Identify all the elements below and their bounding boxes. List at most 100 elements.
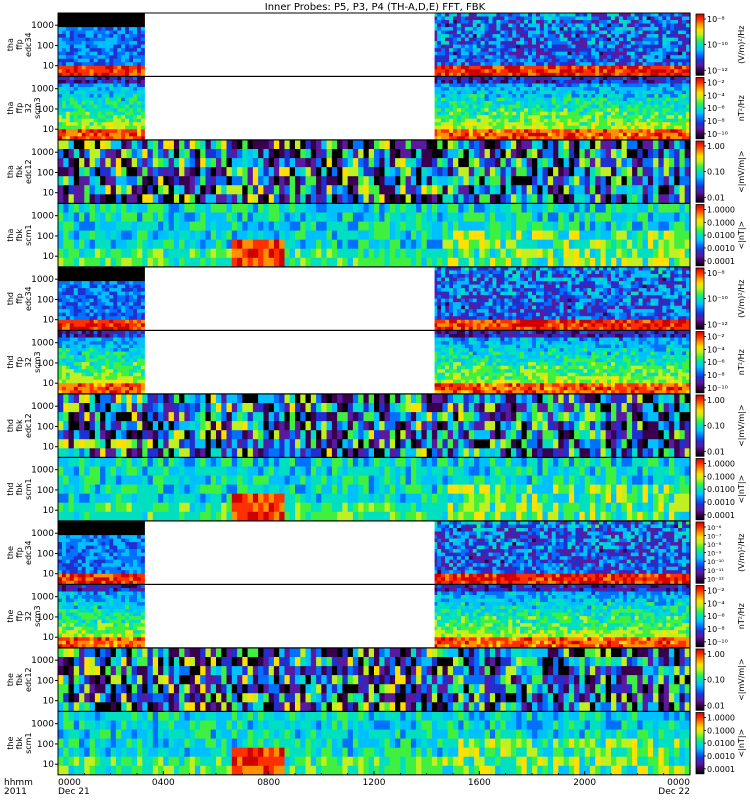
spectrogram-cell <box>101 115 107 120</box>
spectrogram-cell <box>449 48 454 53</box>
spectrogram-cell <box>678 104 683 109</box>
spectrogram-cell <box>679 158 686 168</box>
spectrogram-cell <box>310 203 317 214</box>
spectrogram-cell <box>252 149 259 159</box>
spectrogram-cell <box>200 221 207 232</box>
spectrogram-cell <box>666 30 671 35</box>
spectrogram-cell <box>584 257 591 268</box>
spectrogram-cell <box>591 108 596 113</box>
spectrogram-cell <box>668 167 675 177</box>
spectrogram-cell <box>147 212 154 223</box>
spectrogram-cell <box>142 149 149 159</box>
spectrogram-cell <box>686 58 691 63</box>
spectrogram-cell <box>210 140 217 150</box>
spectrogram-cell <box>595 97 600 102</box>
spectrogram-cell <box>69 62 75 67</box>
spectrogram-cell <box>634 108 640 113</box>
spectrogram-cell <box>484 125 490 130</box>
spectrogram-cell <box>189 140 196 150</box>
spectrogram-cell <box>666 20 671 25</box>
spectrogram-cell <box>173 149 180 159</box>
spectrogram-cell <box>94 230 101 241</box>
spectrogram-cell <box>221 140 228 150</box>
spectrogram-cell <box>441 37 446 42</box>
spectrogram-cell <box>101 55 107 60</box>
spectrogram-cell <box>508 13 513 18</box>
spectrogram-cell <box>129 83 134 88</box>
spectrogram-cell <box>252 194 259 204</box>
spectrogram-cell <box>62 122 67 127</box>
spectrogram-cell <box>117 51 122 56</box>
spectrogram-cell <box>121 83 126 88</box>
spectrogram-cell <box>63 248 70 259</box>
spectrogram-cell <box>62 20 67 25</box>
spectrogram-cell <box>508 122 513 127</box>
spectrogram-cell <box>555 83 561 88</box>
spectrogram-cell <box>97 69 103 74</box>
spectrogram-cell <box>603 129 608 134</box>
spectrogram-cell <box>484 76 490 81</box>
spectrogram-cell <box>504 30 509 35</box>
spectrogram-cell <box>516 221 523 232</box>
spectrogram-cell <box>263 167 270 177</box>
spectrogram-cell <box>650 129 655 134</box>
spectrogram-cell <box>63 239 70 250</box>
spectrogram-cell <box>133 65 138 70</box>
spectrogram-cell <box>300 212 307 223</box>
spectrogram-cell <box>607 55 612 60</box>
spectrogram-cell <box>65 65 71 70</box>
spectrogram-cell <box>551 125 557 130</box>
spectrogram-cell <box>500 58 505 63</box>
spectrogram-cell <box>85 111 91 116</box>
spectrogram-cell <box>117 72 122 77</box>
spectrogram-cell <box>489 221 496 232</box>
spectrogram-cell <box>637 221 644 232</box>
spectrogram-cell <box>686 80 691 85</box>
spectrogram-cell <box>464 48 470 53</box>
spectrogram-cell <box>81 20 87 25</box>
spectrogram-cell <box>686 65 691 70</box>
spectrogram-cell <box>389 203 396 214</box>
spectrogram-cell <box>658 16 663 21</box>
spectrogram-cell <box>237 167 243 177</box>
spectrogram-cell <box>173 230 180 241</box>
spectrogram-cell <box>551 118 557 123</box>
spectrogram-cell <box>587 108 592 113</box>
spectrogram-cell <box>568 140 575 150</box>
spectrogram-cell <box>476 69 482 74</box>
spectrogram-cell <box>105 44 110 49</box>
spectrogram-cell <box>558 158 565 168</box>
spectrogram-cell <box>500 87 505 92</box>
spectrogram-cell <box>488 48 494 53</box>
spectrogram-cell <box>600 248 607 259</box>
spectrogram-cell <box>583 115 588 120</box>
spectrogram-cell <box>384 248 391 259</box>
spectrogram-cell <box>495 257 501 268</box>
spectrogram-cell <box>117 115 122 120</box>
spectrogram-cell <box>510 176 517 186</box>
spectrogram-cell <box>524 20 529 25</box>
spectrogram-cell <box>611 203 617 214</box>
spectrogram-cell <box>58 132 63 137</box>
spectrogram-cell <box>421 176 428 186</box>
spectrogram-cell <box>484 69 490 74</box>
spectrogram-cell <box>437 101 442 106</box>
spectrogram-cell <box>468 239 475 250</box>
spectrogram-cell <box>568 185 575 195</box>
spectrogram-cell <box>342 158 349 168</box>
spectrogram-cell <box>646 111 652 116</box>
spectrogram-cell <box>528 94 533 99</box>
spectrogram-cell <box>449 16 454 21</box>
spectrogram-cell <box>464 76 470 81</box>
spectrogram-cell <box>231 230 238 241</box>
spectrogram-cell <box>658 108 663 113</box>
spectrogram-cell <box>508 108 513 113</box>
spectrogram-cell <box>516 13 521 18</box>
spectrogram-cell <box>85 37 91 42</box>
spectrogram-cell <box>642 51 648 56</box>
spectrogram-cell <box>599 132 604 137</box>
spectrogram-cell <box>84 185 91 195</box>
spectrogram-cell <box>205 230 212 241</box>
spectrogram-cell <box>539 136 545 141</box>
spectrogram-cell <box>646 94 652 99</box>
